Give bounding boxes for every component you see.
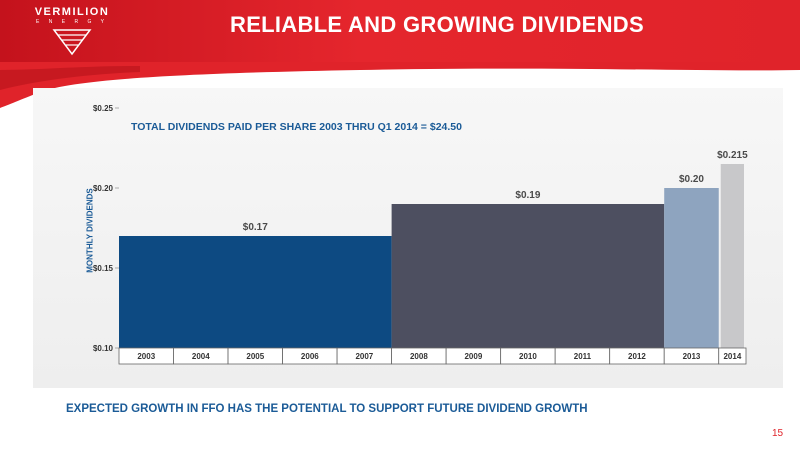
x-tick-label: 2003 xyxy=(137,352,155,361)
bar xyxy=(720,164,744,348)
logo-shield-icon xyxy=(52,29,92,56)
x-tick-label: 2005 xyxy=(246,352,264,361)
header-band xyxy=(0,0,800,62)
logo-wordmark: VERMILION xyxy=(34,6,110,18)
x-tick-label: 2009 xyxy=(464,352,482,361)
x-tick-label: 2004 xyxy=(192,352,210,361)
y-tick-label: $0.20 xyxy=(93,184,114,193)
y-tick-label: $0.25 xyxy=(93,104,114,113)
bar xyxy=(664,188,719,348)
slide-title: RELIABLE AND GROWING DIVIDENDS xyxy=(230,12,644,37)
chart-title: TOTAL DIVIDENDS PAID PER SHARE 2003 THRU… xyxy=(131,121,462,133)
header-swoosh xyxy=(0,62,800,108)
x-tick-label: 2012 xyxy=(628,352,646,361)
bar-value-label: $0.215 xyxy=(717,150,748,161)
x-tick-label: 2006 xyxy=(301,352,319,361)
logo-tagline: E N E R G Y xyxy=(36,19,108,25)
footer-statement: EXPECTED GROWTH IN FFO HAS THE POTENTIAL… xyxy=(66,403,588,415)
y-tick-label: $0.15 xyxy=(93,264,114,273)
y-tick-label: $0.10 xyxy=(93,344,114,353)
y-axis-title: MONTHLY DIVIDENDS xyxy=(85,188,95,273)
x-category-cell xyxy=(718,347,747,365)
x-tick-label: 2013 xyxy=(683,352,701,361)
vermilion-logo: VERMILION E N E R G Y xyxy=(26,6,118,58)
bar-value-label: $0.20 xyxy=(679,174,704,185)
x-tick-label: 2008 xyxy=(410,352,428,361)
page-number: 15 xyxy=(772,428,784,439)
bar-value-label: $0.19 xyxy=(515,190,540,201)
bar xyxy=(119,236,392,348)
x-tick-label: 2010 xyxy=(519,352,537,361)
bar-value-label: $0.17 xyxy=(243,222,268,233)
x-tick-label: 2014 xyxy=(723,352,741,361)
bar xyxy=(391,204,665,348)
x-tick-label: 2007 xyxy=(355,352,373,361)
x-tick-label: 2011 xyxy=(574,352,592,361)
